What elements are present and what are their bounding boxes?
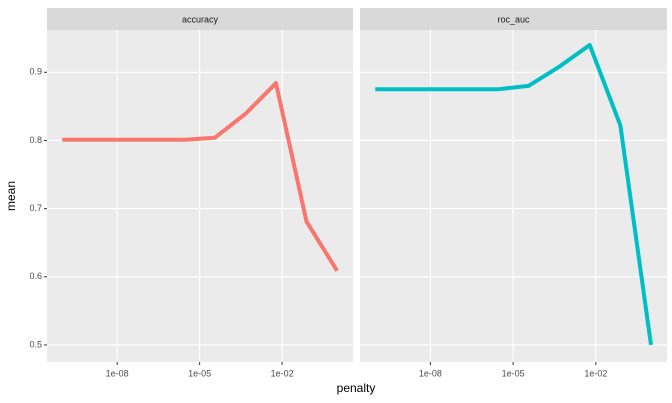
x-tick-label: 1e-05 <box>188 368 211 378</box>
x-tick-label: 1e-08 <box>106 368 129 378</box>
y-tick-label: 0.9 <box>29 67 42 77</box>
strip-background <box>47 8 353 30</box>
line <box>375 42 653 346</box>
y-tick-label: 0.8 <box>29 135 42 145</box>
strip-background <box>360 8 667 30</box>
x-tick-label: 1e-08 <box>419 368 442 378</box>
y-tick-label: 0.6 <box>29 271 42 281</box>
x-tick-label: 1e-02 <box>271 368 294 378</box>
y-tick-label: 0.5 <box>29 339 42 349</box>
x-axis-title: penalty <box>337 381 376 395</box>
y-axis-title: mean <box>4 181 18 211</box>
line <box>62 81 339 272</box>
x-tick-label: 1e-05 <box>502 368 525 378</box>
x-tick-label: 1e-02 <box>584 368 607 378</box>
strip-label: accuracy <box>182 14 219 24</box>
strip-label: roc_auc <box>497 14 530 24</box>
y-tick-label: 0.7 <box>29 203 42 213</box>
